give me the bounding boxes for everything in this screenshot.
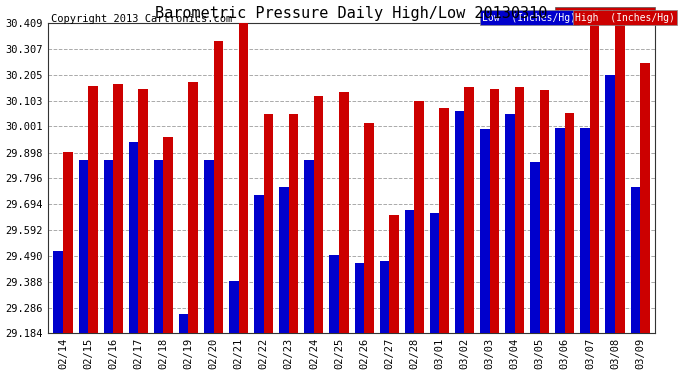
- Bar: [154, 160, 164, 333]
- Bar: [405, 210, 414, 333]
- Bar: [515, 87, 524, 333]
- Bar: [480, 129, 489, 333]
- Bar: [264, 114, 273, 333]
- Bar: [129, 142, 138, 333]
- Bar: [631, 188, 640, 333]
- Bar: [355, 262, 364, 333]
- Bar: [314, 96, 324, 333]
- Bar: [79, 160, 88, 333]
- Bar: [414, 101, 424, 333]
- Bar: [430, 213, 440, 333]
- Bar: [464, 87, 474, 333]
- Bar: [188, 82, 198, 333]
- Title: Barometric Pressure Daily High/Low 20130310: Barometric Pressure Daily High/Low 20130…: [155, 6, 548, 21]
- Bar: [615, 23, 624, 333]
- Bar: [179, 314, 188, 333]
- Bar: [505, 114, 515, 333]
- Bar: [213, 40, 223, 333]
- Bar: [279, 188, 289, 333]
- Bar: [440, 108, 449, 333]
- Bar: [530, 162, 540, 333]
- Text: Low  (Inches/Hg): Low (Inches/Hg): [558, 10, 652, 20]
- Text: Copyright 2013 Cartronics.com: Copyright 2013 Cartronics.com: [51, 14, 233, 24]
- Bar: [88, 86, 97, 333]
- Bar: [239, 18, 248, 333]
- Bar: [229, 281, 239, 333]
- Bar: [254, 195, 264, 333]
- Bar: [304, 160, 314, 333]
- Bar: [455, 111, 464, 333]
- Bar: [104, 160, 113, 333]
- Bar: [63, 152, 72, 333]
- Bar: [605, 75, 615, 333]
- Bar: [565, 113, 574, 333]
- Bar: [640, 63, 650, 333]
- Bar: [204, 160, 213, 333]
- Bar: [339, 93, 348, 333]
- Bar: [389, 215, 399, 333]
- Bar: [540, 90, 549, 333]
- Bar: [489, 89, 499, 333]
- Text: Low  (Inches/Hg): Low (Inches/Hg): [482, 12, 576, 22]
- Bar: [580, 128, 590, 333]
- Bar: [380, 261, 389, 333]
- Bar: [329, 255, 339, 333]
- Bar: [53, 251, 63, 333]
- Bar: [113, 84, 123, 333]
- Text: High  (Inches/Hg): High (Inches/Hg): [575, 12, 675, 22]
- Bar: [555, 128, 565, 333]
- Bar: [364, 123, 373, 333]
- Bar: [138, 89, 148, 333]
- Bar: [590, 23, 600, 333]
- Bar: [164, 137, 173, 333]
- Bar: [289, 114, 298, 333]
